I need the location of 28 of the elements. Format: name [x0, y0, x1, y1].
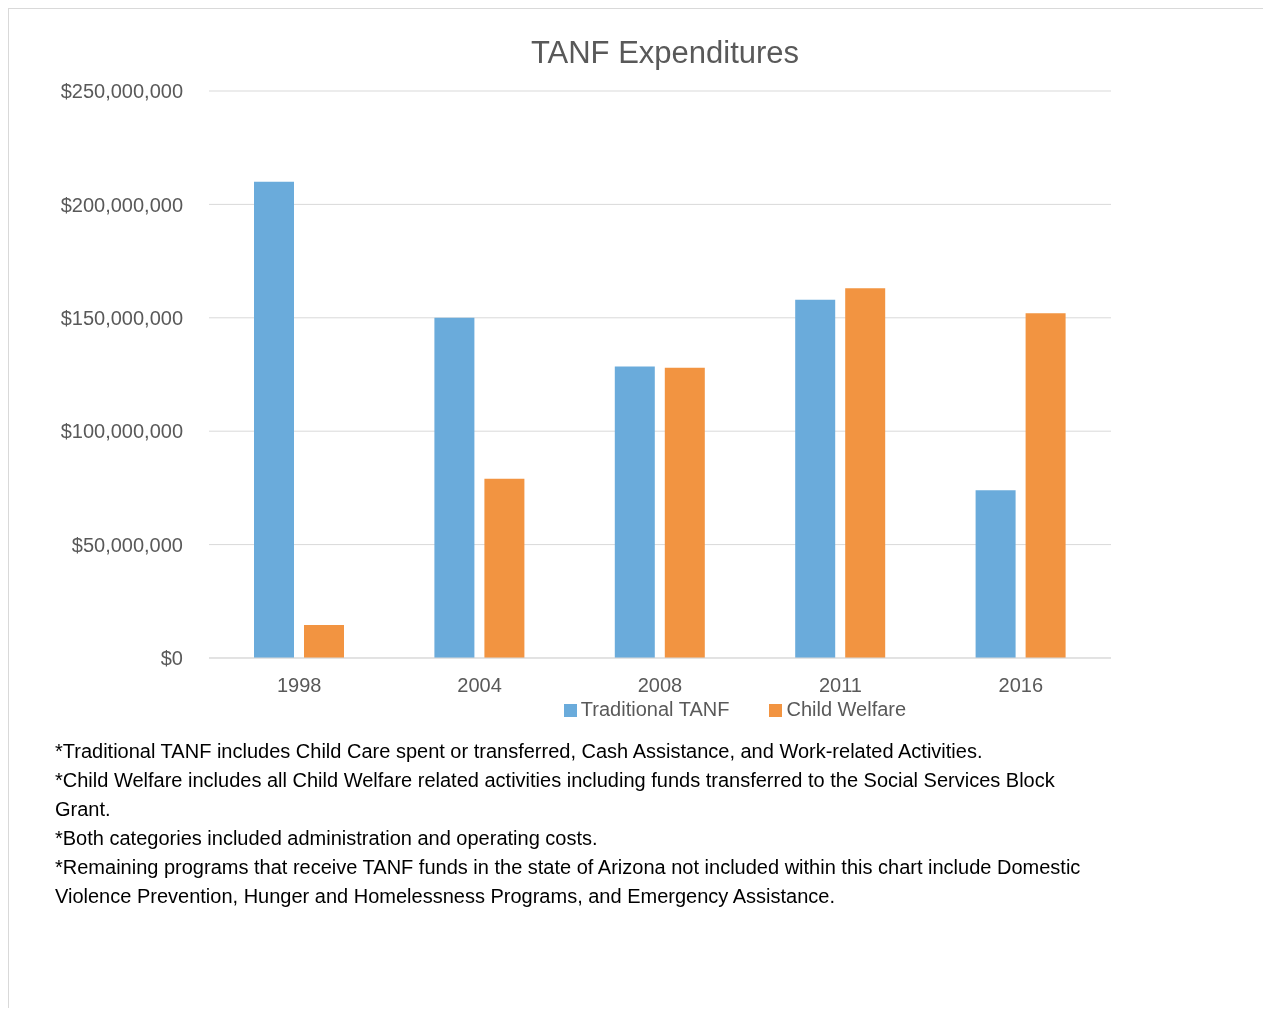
bar [845, 288, 886, 658]
legend-label: Traditional TANF [580, 698, 730, 720]
y-tick-label: $0 [160, 647, 183, 670]
bar [254, 181, 294, 658]
bar [1025, 313, 1066, 658]
text: *Child Welfare includes all Child Welfare related activities including funds transferred to the Social Services Block Grant. [55, 768, 1056, 822]
bar [614, 366, 655, 658]
y-tick-label: $100,000,000 [60, 420, 183, 443]
x-tick-label: 1998 [276, 674, 322, 697]
text: *Remaining programs that receive TANF funds in the state of Arizona not included within this chart include Domestic Violence Prevention, Hunger and Homelessness Programs, and Emergency Assistance. [55, 855, 1082, 909]
y-tick-label: $50,000,000 [71, 533, 183, 556]
bar [434, 317, 475, 658]
text: *Traditional TANF includes Child Care spent or transferred, Cash Assistance, and Work-related Activities. [55, 739, 984, 764]
x-tick-label: 2016 [998, 674, 1044, 697]
x-tick-label: 2004 [457, 674, 502, 697]
x-tick-label: 2011 [818, 674, 862, 697]
y-tick-label: $150,000,000 [60, 306, 183, 329]
bar [975, 490, 1016, 658]
bar [664, 367, 705, 658]
text: *Both categories included administration and operating costs. [55, 826, 599, 851]
legend-label: Child Welfare [786, 698, 907, 720]
bar [304, 625, 344, 658]
chart-title: TANF Expenditures [529, 35, 801, 71]
bar [795, 299, 836, 658]
y-tick-label: $250,000,000 [60, 80, 183, 103]
x-tick-label: 2008 [637, 674, 683, 697]
bar [484, 478, 525, 658]
y-tick-label: $200,000,000 [60, 193, 183, 216]
